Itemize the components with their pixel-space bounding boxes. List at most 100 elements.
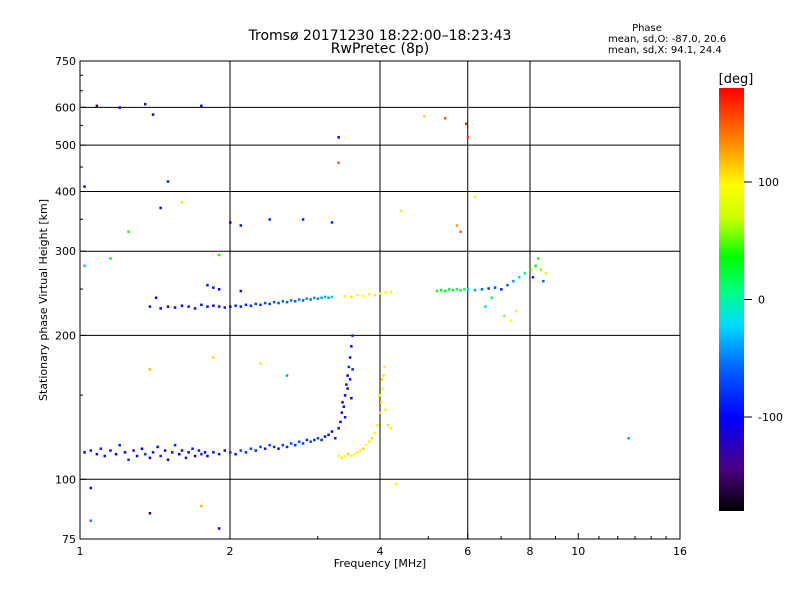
data-point: [180, 304, 184, 307]
data-point: [356, 451, 359, 454]
x-axis-label: Frequency [MHz]: [334, 557, 426, 570]
data-point: [200, 504, 203, 508]
x-tick-label: 10: [571, 545, 585, 558]
data-point: [305, 438, 309, 442]
data-point: [330, 221, 334, 224]
data-point: [337, 427, 340, 430]
data-point: [285, 445, 289, 449]
data-point: [350, 454, 353, 458]
data-point: [177, 452, 181, 456]
data-point: [500, 288, 503, 291]
data-point: [217, 452, 221, 456]
data-point: [459, 288, 462, 292]
data-point: [148, 456, 152, 460]
data-point: [359, 449, 362, 452]
data-point: [234, 304, 237, 307]
data-point: [455, 224, 459, 227]
data-point: [487, 287, 490, 290]
data-point: [285, 374, 289, 377]
data-point: [382, 374, 385, 377]
data-point: [184, 456, 188, 460]
data-point: [297, 440, 301, 443]
data-point: [542, 279, 545, 283]
grid: [80, 61, 680, 539]
x-tick-label: 8: [527, 545, 534, 558]
data-point: [506, 283, 509, 287]
data-point: [127, 230, 130, 233]
data-point: [229, 451, 232, 454]
data-point: [244, 303, 248, 307]
data-point: [239, 224, 243, 227]
x-axis-ticks: 1 2 4 6 8 10 16: [77, 533, 687, 558]
data-point: [503, 314, 506, 318]
data-point: [293, 443, 297, 447]
data-point: [512, 279, 515, 283]
data-point: [249, 304, 253, 307]
data-point: [159, 307, 162, 310]
data-point: [109, 257, 112, 260]
data-point: [422, 115, 426, 118]
data-point: [254, 449, 257, 452]
data-point: [340, 411, 344, 414]
data-point: [517, 275, 521, 279]
data-point: [212, 451, 215, 454]
data-point: [259, 445, 262, 449]
data-point: [350, 345, 353, 348]
data-point: [206, 283, 209, 287]
data-point: [268, 443, 271, 447]
data-point: [200, 303, 203, 307]
data-point: [114, 452, 118, 456]
data-point: [212, 356, 215, 359]
data-point: [109, 449, 112, 452]
data-point: [340, 456, 344, 460]
data-point: [151, 113, 155, 116]
data-point: [323, 435, 327, 438]
data-point: [459, 230, 462, 233]
data-point: [95, 452, 99, 456]
data-point: [316, 297, 320, 300]
data-point: [223, 306, 227, 309]
data-point: [337, 136, 340, 139]
data-point: [217, 527, 221, 530]
data-point: [191, 447, 194, 450]
data-point: [281, 443, 285, 447]
data-point: [539, 268, 543, 271]
data-point: [159, 454, 162, 458]
data-point: [229, 305, 232, 308]
chart-title: Tromsø 20171230 18:22:00–18:23:43: [248, 28, 512, 44]
data-point: [89, 519, 93, 522]
data-point: [272, 300, 276, 304]
x-tick-label: 4: [377, 545, 384, 558]
data-point: [330, 295, 334, 299]
data-point: [83, 451, 86, 454]
data-point: [244, 451, 248, 454]
data-point: [381, 387, 384, 390]
data-point: [348, 356, 352, 359]
data-point: [154, 296, 158, 300]
x-tick-label: 1: [77, 545, 84, 558]
data-point: [212, 304, 215, 307]
data-point: [376, 423, 379, 427]
data-point: [493, 286, 497, 289]
data-point: [140, 447, 144, 450]
x-tick-label: 2: [227, 545, 234, 558]
data-point: [323, 295, 327, 299]
data-point: [466, 136, 470, 139]
data-point: [346, 374, 349, 377]
y-tick-label: 100: [55, 473, 76, 486]
data-point: [313, 296, 316, 300]
data-point: [89, 486, 93, 490]
data-point: [342, 405, 346, 408]
data-point: [347, 365, 351, 369]
y-tick-label: 600: [55, 101, 76, 114]
data-point: [463, 288, 466, 291]
data-point: [380, 401, 383, 404]
data-point: [159, 206, 162, 210]
data-point: [297, 298, 301, 301]
data-point: [163, 449, 167, 452]
data-point: [330, 430, 334, 433]
data-point: [464, 122, 468, 126]
data-point: [353, 452, 356, 456]
y-tick-label: 75: [62, 533, 76, 546]
data-point: [473, 288, 477, 292]
